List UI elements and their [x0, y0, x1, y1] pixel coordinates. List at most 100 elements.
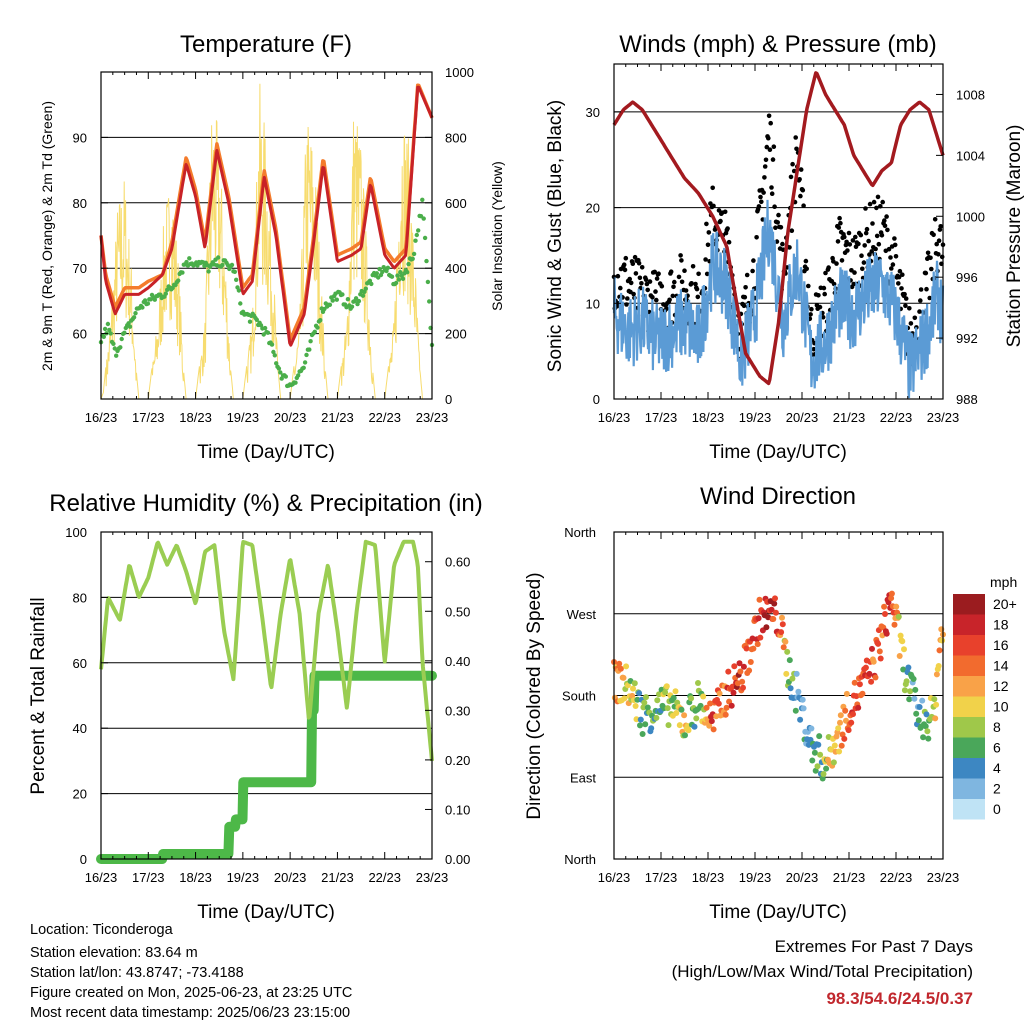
dewpoint-point [145, 301, 151, 306]
direction-point [919, 697, 926, 704]
direction-point [841, 735, 848, 742]
temp-2m-line [99, 85, 434, 347]
wind-gust-point [643, 277, 649, 283]
dewpoint-point [114, 353, 119, 358]
y-tick-label-right: 200 [445, 327, 467, 342]
wind-gust-point [650, 294, 655, 300]
direction-point [859, 690, 866, 697]
wind-gust-point [653, 289, 658, 294]
direction-point [624, 682, 631, 689]
wind-gust-point [892, 236, 897, 241]
legend-label: 6 [993, 740, 1001, 756]
direction-point [768, 606, 775, 613]
direction-point [842, 707, 849, 714]
wind-gust-point [789, 228, 795, 233]
wind-gust-point [837, 215, 842, 221]
wind-gust-point [670, 293, 676, 299]
y-tick-label-right: 988 [956, 392, 978, 407]
wind-gust-point [644, 281, 650, 287]
direction-point [754, 641, 761, 648]
dewpoint-point [276, 366, 282, 371]
wind-gust-point [775, 220, 780, 225]
wind-gust-point [645, 287, 650, 293]
legend-swatch [953, 717, 985, 738]
wind-gust-point [628, 280, 634, 286]
direction-point [783, 670, 790, 677]
x-tick-label: 17/23 [645, 870, 678, 885]
wind-gust-point [836, 225, 842, 230]
dewpoint-point [187, 256, 192, 261]
direction-point [907, 688, 914, 695]
wind-gust-point [624, 302, 629, 307]
wind-gust-point [750, 268, 755, 274]
wind-gust-point [693, 281, 698, 287]
dewpoint-point [349, 304, 355, 309]
temperature-left-axis-label: 2m & 9m T (Red, Orange) & 2m Td (Green) [39, 101, 55, 371]
direction-point [920, 734, 927, 741]
dewpoint-point [238, 301, 243, 306]
wind-gust-point [817, 304, 823, 310]
wind-gust-point [767, 147, 773, 152]
direction-point [620, 674, 627, 681]
direction-point [868, 678, 875, 685]
wind-gust-point [852, 270, 857, 275]
direction-point [637, 716, 644, 723]
legend-swatch [953, 676, 985, 697]
direction-point [678, 706, 685, 713]
wind-gust-point [839, 258, 845, 263]
dewpoint-point [307, 347, 312, 352]
wind-gust-point [682, 268, 687, 274]
x-tick-label: 16/23 [598, 410, 631, 425]
wind-gust-point [787, 245, 792, 250]
direction-point [913, 710, 920, 717]
direction-point [736, 660, 743, 667]
extremes-title: Extremes For Past 7 Days [774, 937, 973, 956]
wind-gust-point [798, 193, 803, 199]
dewpoint-point [176, 278, 181, 283]
wind-gust-point [850, 238, 856, 243]
x-tick-label: 23/23 [416, 870, 449, 885]
temperature-x-axis-label: Time (Day/UTC) [197, 442, 335, 463]
x-tick-label: 18/23 [692, 410, 725, 425]
direction-point [817, 751, 824, 758]
direction-point [843, 690, 850, 697]
humidity-plot-frame [100, 531, 433, 860]
wind-gust-point [704, 221, 709, 227]
wind-gust-point [884, 214, 889, 219]
x-tick-label: 21/23 [833, 870, 866, 885]
y-tick-label-right: 0.20 [445, 753, 470, 768]
direction-point [729, 683, 736, 690]
relative-humidity-line [99, 539, 434, 762]
direction-point [703, 704, 710, 711]
wind-gust-point [631, 291, 636, 297]
dewpoint-point [302, 360, 308, 365]
x-tick-label: 23/23 [927, 870, 960, 885]
direction-point [893, 603, 900, 610]
direction-point [740, 663, 747, 670]
wind-gust-point [869, 249, 874, 254]
precipitation-line [96, 670, 437, 864]
wind-gust-point [771, 144, 777, 149]
dewpoint-point [374, 271, 379, 276]
extremes-values: 98.3/54.6/24.5/0.37 [826, 989, 973, 1008]
wind-gust-point [908, 321, 914, 326]
y-tick-label-right: 0 [445, 392, 452, 407]
direction-point [888, 590, 895, 597]
wind-gust-point [860, 266, 865, 272]
wind-gust-point [632, 254, 638, 260]
wind-gust-point [756, 204, 762, 209]
wind-gust-point [762, 164, 768, 169]
direction-point [876, 648, 883, 655]
direction-tick-label: East [570, 770, 596, 785]
wind-gust-point [867, 201, 873, 207]
wind-gust-point [845, 248, 850, 253]
direction-point [931, 696, 938, 703]
direction-point [700, 693, 707, 700]
direction-point [756, 596, 763, 603]
wind-gust-point [762, 175, 767, 180]
direction-point [837, 719, 843, 726]
wind-gust-point [939, 254, 945, 260]
wind-gust-point [844, 239, 849, 245]
wind-gust-point [892, 242, 898, 248]
direction-point [623, 663, 630, 670]
